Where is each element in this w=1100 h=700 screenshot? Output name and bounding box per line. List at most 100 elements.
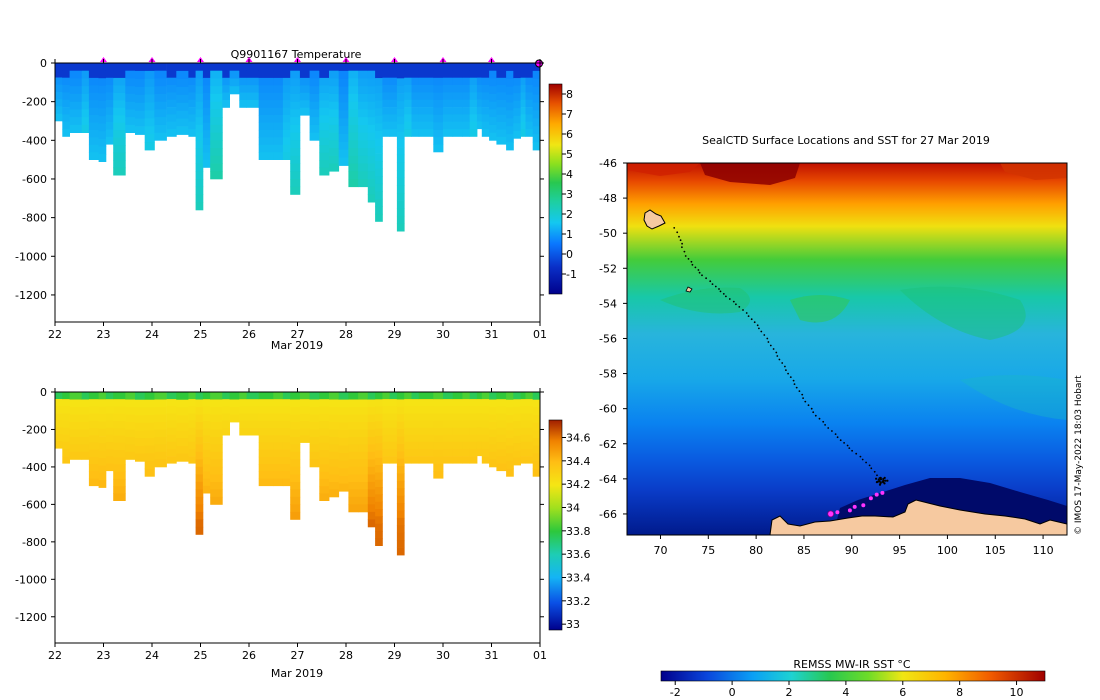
temperature-cell [404, 92, 412, 101]
temperature-cell [481, 99, 490, 108]
salinity-cell [338, 445, 349, 454]
salinity-cell [358, 392, 369, 400]
temperature-cell [489, 78, 497, 87]
salinity-cell [433, 463, 444, 472]
temperature-cell [113, 122, 126, 131]
track-cluster-point [877, 478, 880, 481]
track-point [789, 376, 792, 378]
temperature-cell [443, 114, 454, 123]
salinity-cell [348, 444, 359, 453]
salinity-cell [210, 466, 223, 475]
y-tick-label: 0 [40, 386, 47, 399]
salinity-cell [506, 392, 514, 401]
salinity-cell [329, 481, 340, 490]
salinity-cell [329, 437, 340, 445]
temperature-cell [476, 63, 483, 71]
temperature-cell [469, 77, 478, 86]
salinity-cell [290, 392, 301, 400]
salinity-cell [166, 434, 177, 443]
temperature-cell [188, 85, 197, 93]
temperature-cell [411, 85, 420, 93]
temperature-cell [319, 63, 330, 71]
salinity-cell [98, 392, 107, 400]
sst-colorbar-tick-label: 6 [899, 686, 906, 699]
temperature-cell [532, 86, 541, 95]
salinity-cell [396, 517, 405, 526]
temperature-cell [290, 78, 301, 87]
track-point [810, 407, 813, 410]
track-point [725, 295, 727, 298]
salinity-cell [113, 478, 126, 487]
salinity-cell [348, 481, 359, 490]
salinity-cell [396, 495, 405, 504]
temperature-cell [188, 63, 197, 71]
temperature-cell [98, 146, 107, 155]
salinity-cell [229, 392, 240, 400]
salinity-cell [319, 486, 330, 494]
salinity-cell [476, 448, 483, 457]
temperature-cell [319, 160, 330, 169]
temperature-cell [105, 129, 114, 138]
colorbar-tick-label: 34 [566, 502, 580, 515]
temperature-cell [319, 115, 330, 124]
temperature-cell [98, 70, 107, 79]
temperature-cell [239, 100, 247, 108]
temperature-cell [375, 115, 383, 124]
temperature-cell [258, 107, 274, 116]
salinity-cell [348, 422, 359, 430]
colorbar-tick-label: 7 [566, 108, 573, 121]
salinity-cell [469, 413, 478, 421]
temperature-cell [210, 93, 223, 102]
sst-field [627, 163, 1067, 535]
salinity-cell [195, 414, 204, 423]
track-point [784, 365, 786, 368]
salinity-cell [506, 415, 514, 424]
salinity-cell [443, 413, 454, 421]
temperature-cell [375, 161, 383, 169]
track-point [792, 379, 795, 382]
salinity-cell [166, 456, 177, 464]
temperature-cell [532, 110, 541, 119]
x-tick-label: 30 [436, 328, 450, 341]
temperature-cell [389, 99, 398, 108]
track-point [758, 327, 760, 330]
temperature-cell [154, 132, 167, 141]
salinity-cell [520, 392, 526, 400]
temperature-cell [299, 70, 310, 79]
temperature-cell [348, 70, 359, 79]
temperature-cell [382, 99, 391, 108]
temperature-cell [81, 63, 90, 72]
temperature-cell [329, 63, 340, 72]
temperature-cell [525, 121, 534, 130]
temperature-cell [367, 140, 376, 149]
temperature-cell [506, 94, 514, 103]
track-point [818, 417, 821, 420]
track-cluster-point [886, 479, 889, 482]
salinity-cell [338, 476, 349, 484]
salinity-cell [282, 428, 291, 436]
track-point [742, 309, 744, 311]
salinity-cell [69, 422, 83, 430]
salinity-cell [348, 407, 359, 415]
salinity-cell [443, 434, 454, 443]
salinity-cell [404, 434, 412, 443]
salinity-cell [81, 414, 90, 423]
temperature-cell [348, 117, 359, 126]
map-axes-frame [626, 162, 1068, 536]
temperature-cell [290, 132, 301, 141]
x-tick-label: 26 [242, 328, 256, 341]
temperature-cell [367, 70, 376, 79]
temperature-cell [154, 63, 167, 72]
temperature-cell [195, 124, 204, 133]
salinity-cell [282, 413, 291, 422]
salinity-cell [202, 449, 211, 458]
salinity-cell [309, 422, 320, 430]
temperature-cell [396, 124, 405, 133]
salinity-cell [404, 448, 412, 457]
salinity-cell [258, 442, 274, 450]
salinity-cell [166, 392, 177, 400]
salinity-cell [476, 427, 483, 435]
track-point [711, 283, 714, 285]
temperature-cell [358, 148, 369, 157]
